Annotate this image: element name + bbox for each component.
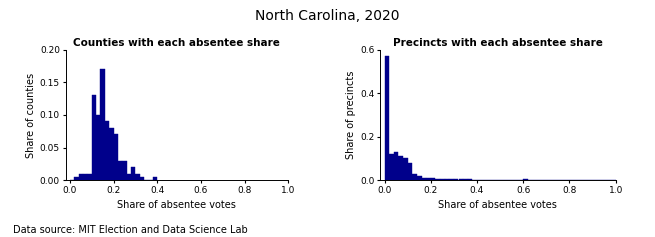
Y-axis label: Share of precincts: Share of precincts [346, 71, 356, 159]
Bar [131, 167, 136, 180]
Bar [83, 173, 87, 180]
Bar [445, 179, 449, 180]
Bar [389, 154, 394, 180]
Bar [426, 178, 431, 180]
X-axis label: Share of absentee votes: Share of absentee votes [117, 200, 236, 210]
Title: Counties with each absentee share: Counties with each absentee share [73, 38, 280, 48]
X-axis label: Share of absentee votes: Share of absentee votes [438, 200, 557, 210]
Bar [417, 176, 422, 180]
Bar [118, 161, 122, 180]
Bar [92, 95, 96, 180]
Bar [122, 161, 126, 180]
Bar [113, 135, 118, 180]
Bar [384, 56, 389, 180]
Bar [74, 177, 79, 180]
Bar [105, 122, 109, 180]
Bar [454, 179, 458, 180]
Bar [398, 156, 403, 180]
Bar [394, 152, 398, 180]
Bar [140, 177, 144, 180]
Title: Precincts with each absentee share: Precincts with each absentee share [393, 38, 603, 48]
Bar [96, 115, 100, 180]
Text: Data source: MIT Election and Data Science Lab: Data source: MIT Election and Data Scien… [13, 225, 248, 235]
Bar [431, 178, 436, 180]
Bar [412, 173, 417, 180]
Bar [79, 173, 83, 180]
Bar [100, 69, 105, 180]
Bar [136, 173, 140, 180]
Bar [153, 177, 157, 180]
Bar [126, 173, 131, 180]
Bar [440, 179, 445, 180]
Bar [468, 179, 472, 180]
Y-axis label: Share of counties: Share of counties [26, 72, 35, 158]
Text: North Carolina, 2020: North Carolina, 2020 [255, 9, 400, 23]
Bar [87, 173, 92, 180]
Bar [458, 179, 463, 180]
Bar [109, 128, 113, 180]
Bar [422, 178, 426, 180]
Bar [449, 179, 454, 180]
Bar [463, 179, 468, 180]
Bar [523, 179, 528, 180]
Bar [436, 179, 440, 180]
Bar [403, 158, 407, 180]
Bar [407, 163, 412, 180]
